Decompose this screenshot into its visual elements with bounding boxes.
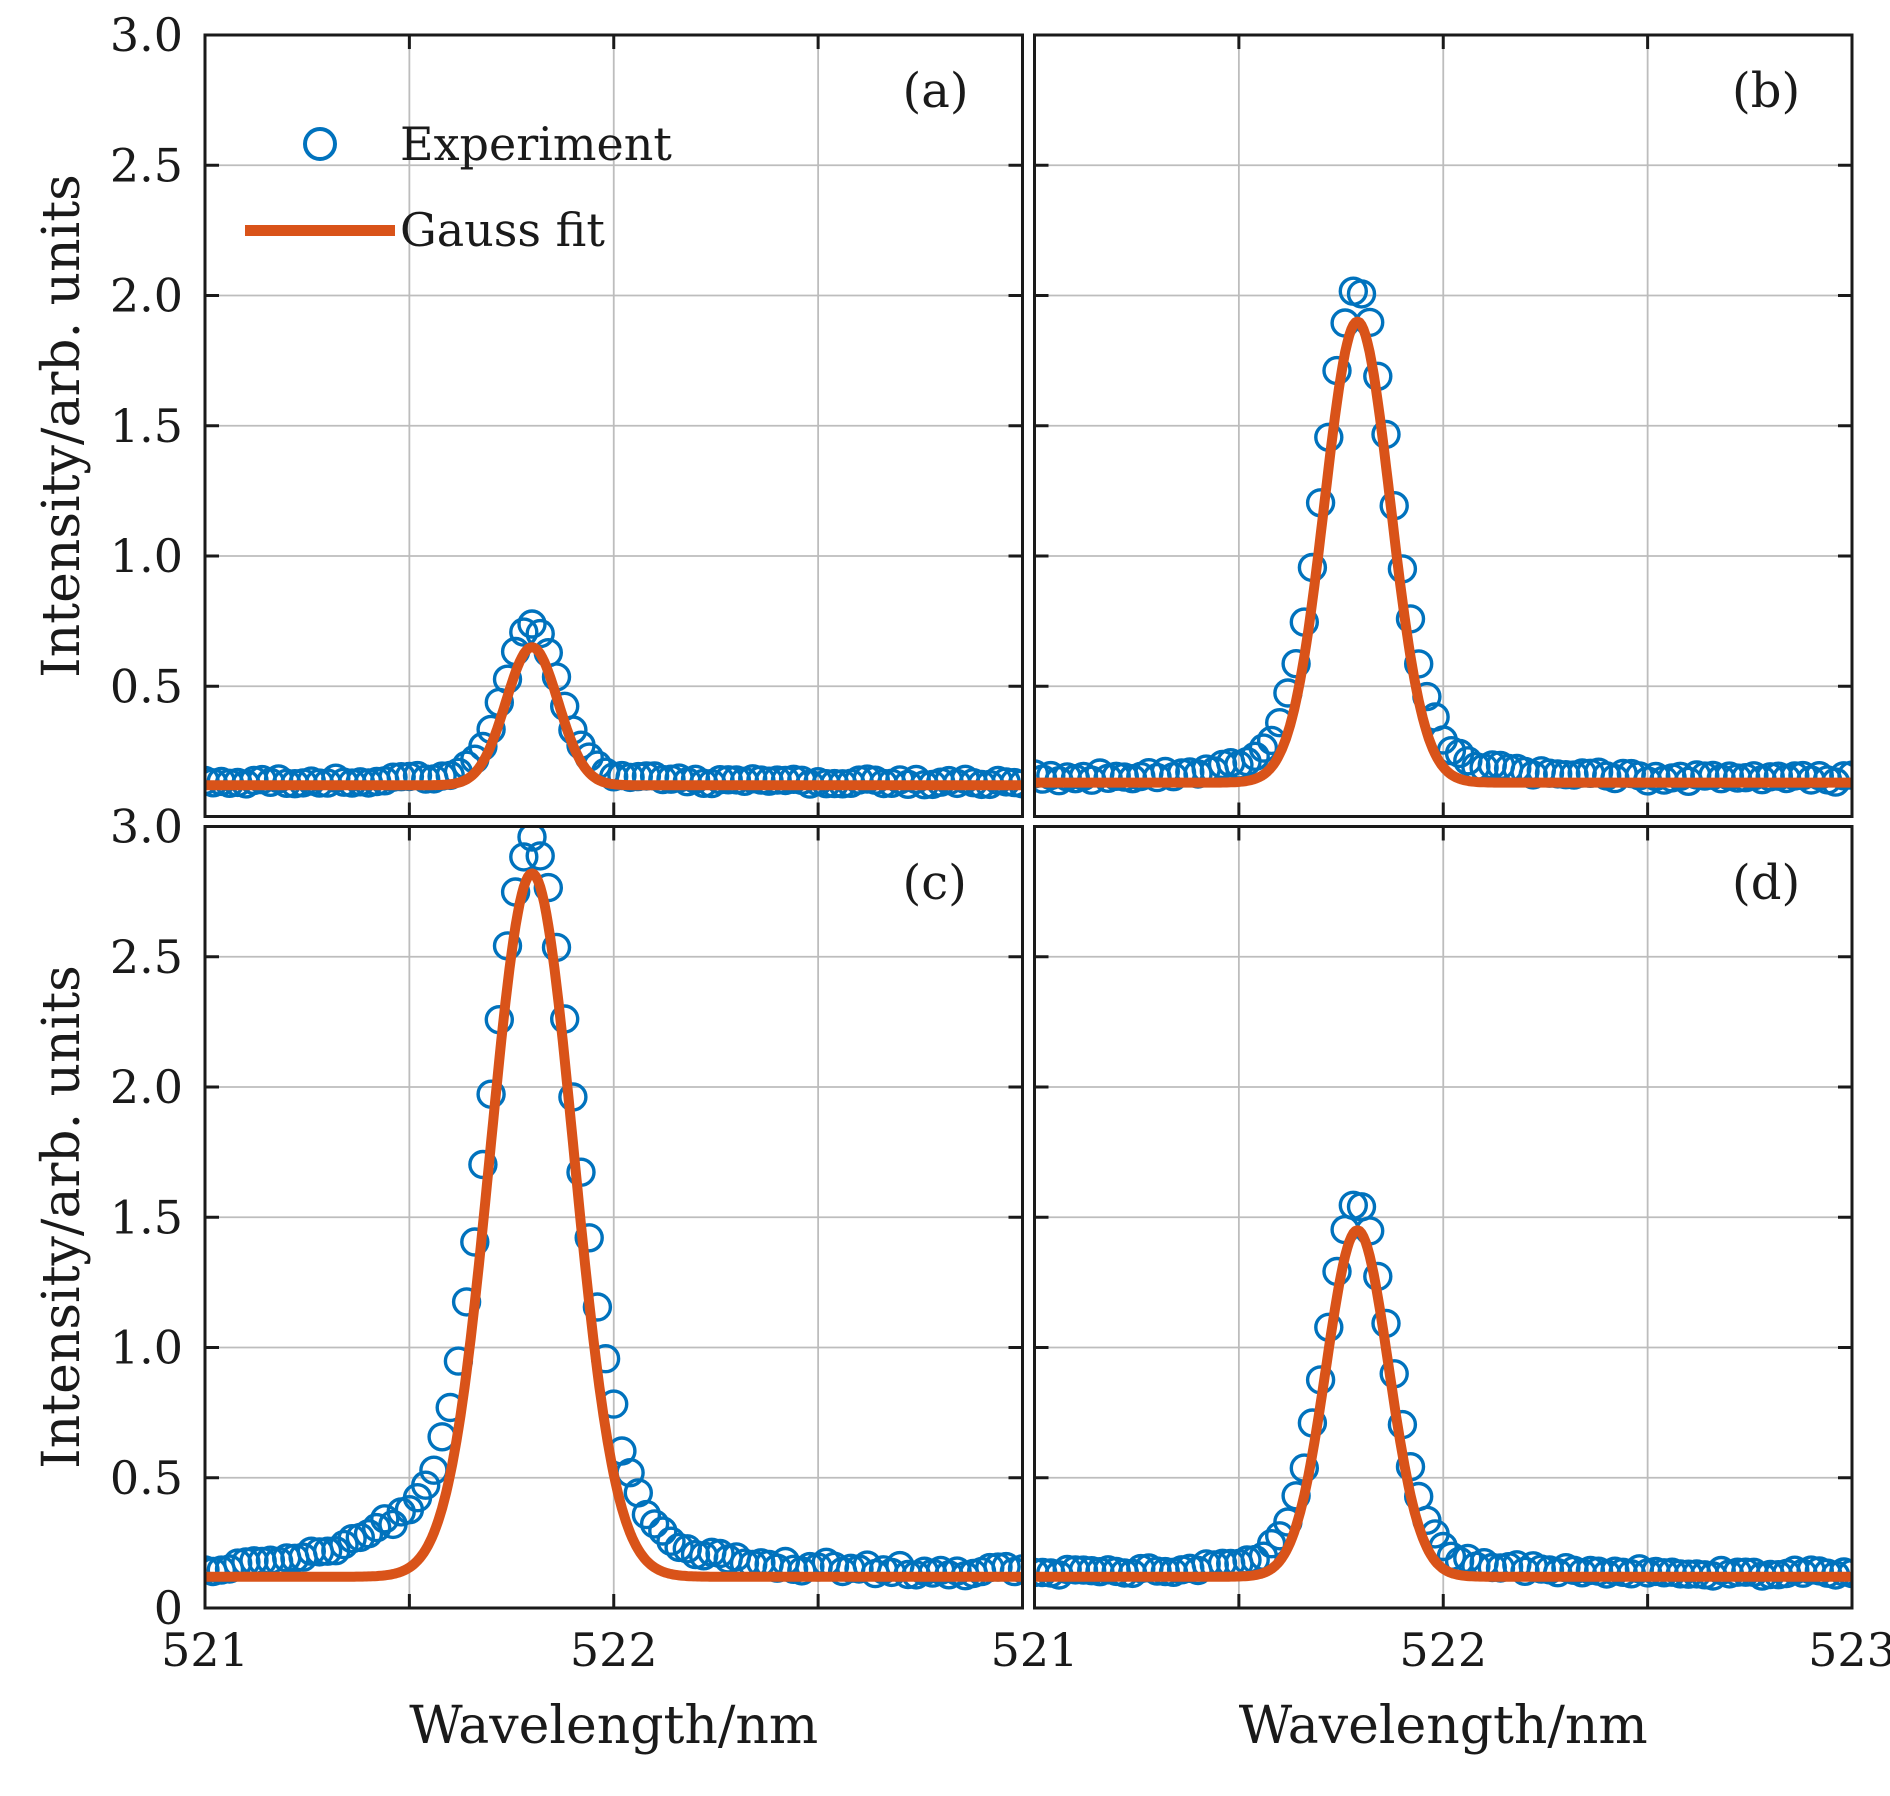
x-tick-label: 521 bbox=[991, 1623, 1079, 1677]
experiment-marker-icon bbox=[303, 127, 337, 161]
panel-c: 521 522 0 0.5 1.0 1.5 2.0 2.5 3.0 bbox=[110, 800, 1024, 1677]
y-tick-label: 0 bbox=[154, 1581, 183, 1635]
x-tick-label: 522 bbox=[570, 1623, 658, 1677]
panel-label-b: (b) bbox=[1732, 63, 1801, 119]
grid-b bbox=[1034, 35, 1852, 817]
legend-swatch-fit bbox=[240, 224, 400, 236]
panel-label-a: (a) bbox=[902, 63, 969, 119]
gauss-fit-line-b bbox=[1034, 316, 1852, 788]
gauss-fit-line-d bbox=[1034, 1225, 1852, 1582]
y-axis-label-top: Intensity/arb. units bbox=[32, 173, 92, 678]
legend-label-gauss-fit: Gauss fit bbox=[400, 203, 605, 257]
panel-d: 521 522 523 bbox=[991, 825, 1890, 1677]
y-tick-label: 1.0 bbox=[110, 1321, 183, 1375]
tick-marks-c bbox=[203, 825, 1024, 1610]
gauss-fit-line-a bbox=[205, 642, 1023, 791]
y-tick-label: 2.5 bbox=[110, 930, 183, 984]
tick-marks-b bbox=[1033, 33, 1854, 818]
y-tick-label: 2.0 bbox=[110, 269, 183, 323]
y-tick-label: 3.0 bbox=[110, 8, 183, 62]
tick-marks-a bbox=[203, 33, 1024, 818]
legend-item-experiment: Experiment bbox=[240, 118, 672, 170]
panel-label-d: (d) bbox=[1732, 854, 1801, 911]
y-axis-label-bottom: Intensity/arb. units bbox=[32, 965, 92, 1470]
grid-a bbox=[205, 35, 1023, 817]
x-tick-label: 521 bbox=[161, 1623, 249, 1677]
panel-label-c: (c) bbox=[902, 854, 967, 911]
gauss-fit-line-icon bbox=[245, 224, 395, 236]
panel-a: 0.5 1.0 1.5 2.0 2.5 3.0 bbox=[110, 8, 1024, 818]
y-tick-label: 0.5 bbox=[110, 1451, 183, 1505]
y-tick-label: 1.5 bbox=[110, 399, 183, 453]
x-tick-label: 523 bbox=[1808, 1623, 1890, 1677]
x-axis-label-right: Wavelength/nm bbox=[1238, 1696, 1648, 1756]
y-tick-label: 3.0 bbox=[110, 800, 183, 854]
y-tick-label: 1.5 bbox=[110, 1190, 183, 1244]
y-tick-label: 2.0 bbox=[110, 1060, 183, 1114]
y-tick-label: 0.5 bbox=[110, 659, 183, 713]
x-axis-label-left: Wavelength/nm bbox=[409, 1696, 819, 1756]
x-tick-label: 522 bbox=[1399, 1623, 1487, 1677]
legend-item-gauss-fit: Gauss fit bbox=[240, 204, 672, 256]
legend-label-experiment: Experiment bbox=[400, 117, 672, 171]
panel-b bbox=[1033, 33, 1854, 818]
gauss-fit-line-c bbox=[205, 868, 1023, 1582]
legend: Experiment Gauss fit bbox=[240, 118, 672, 256]
tick-marks-d bbox=[1033, 825, 1854, 1610]
y-tick-label: 1.0 bbox=[110, 529, 183, 583]
y-tick-label: 2.5 bbox=[110, 138, 183, 192]
grid-d bbox=[1034, 826, 1852, 1608]
legend-swatch-experiment bbox=[240, 127, 400, 161]
